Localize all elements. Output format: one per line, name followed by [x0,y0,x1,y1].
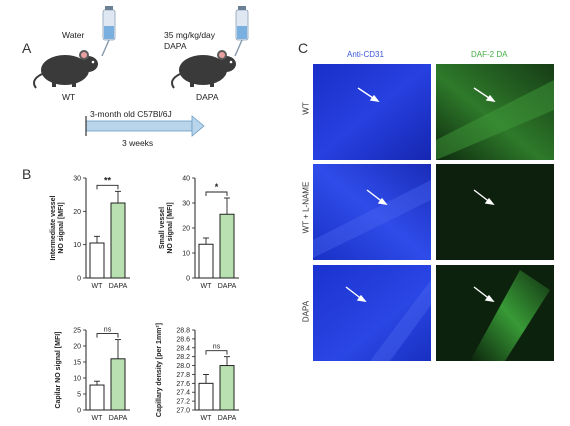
duration-label: 3 weeks [122,138,154,148]
y-tick-label: 28.2 [176,354,190,361]
x-tick-label: DAPA [218,283,237,290]
significance-bracket [205,191,228,196]
panel-c-letter: C [298,40,309,56]
y-tick-label: 15 [73,360,81,367]
y-axis-label: Small vessel [159,207,166,249]
arrow-icon [345,87,496,302]
y-tick-label: 0 [77,408,81,415]
y-tick-label: 5 [77,392,81,399]
y-tick-label: 40 [182,176,190,183]
y-tick-label: 0 [186,276,190,283]
y-axis-label: Capilar NO signal [MFI] [55,331,62,408]
x-tick-label: WT [201,283,213,290]
y-tick-label: 27.8 [176,372,190,379]
panel-b-letter: B [22,166,32,182]
x-tick-label: WT [201,415,213,422]
y-tick-label: 20 [73,209,81,216]
mouse-strain-label: 3-month old C57Bl/6J [90,109,172,119]
y-tick-label: 28.6 [176,336,190,343]
significance-bracket [205,350,228,355]
dose-label: 35 mg/kg/day [164,30,216,40]
experiment-schematic [33,6,249,137]
y-tick-label: 20 [73,344,81,351]
micrograph-wt-cd31 [313,64,431,160]
x-tick-label: DAPA [218,415,237,422]
significance-label: * [215,182,219,192]
y-axis-label: NO signal [MFI] [58,202,65,253]
y-tick-label: 0 [77,276,81,283]
x-tick-label: DAPA [109,283,128,290]
wt-group-label: WT [62,92,76,102]
dapa-bottle-icon [234,6,249,57]
y-tick-label: 25 [73,328,81,335]
y-tick-label: 10 [73,242,81,249]
water-bottle-icon [101,6,116,57]
y-tick-label: 30 [73,176,81,183]
micrograph-lname-cd31 [313,164,431,260]
significance-label: ns [104,327,112,334]
y-axis-label: NO signal [MFI] [167,202,174,253]
y-tick-label: 28.4 [176,345,190,352]
dapa-group-label: DAPA [196,92,219,102]
micrograph-dapa-cd31 [313,265,431,361]
timeline-arrow [85,115,205,137]
col-header-daf2: DAF-2 DA [471,50,508,59]
y-tick-label: 30 [182,201,190,208]
y-tick-label: 27.0 [176,408,190,415]
y-tick-label: 28.8 [176,328,190,335]
x-tick-label: WT [92,415,104,422]
y-tick-label: 10 [182,251,190,258]
x-tick-label: WT [92,283,104,290]
significance-bracket [96,333,119,338]
significance-label: ** [104,175,112,185]
significance-label: ns [213,344,221,351]
y-tick-label: 10 [73,376,81,383]
dapa-treatment-label: DAPA [164,41,187,51]
y-tick-label: 27.6 [176,381,190,388]
panel-a-letter: A [22,40,32,56]
y-axis-label: Capillary density [per 1mm²] [156,323,163,417]
mouse-icon-wt [33,50,98,89]
y-tick-label: 27.2 [176,399,190,406]
y-tick-label: 28.0 [176,363,190,370]
water-label: Water [62,30,85,40]
y-tick-label: 27.4 [176,390,190,397]
y-axis-label: Intermediate vessel [50,195,57,260]
x-tick-label: DAPA [109,415,128,422]
y-tick-label: 20 [182,226,190,233]
micrograph-lname-daf2 [436,164,554,260]
significance-bracket [96,184,119,190]
col-header-cd31: Anti-CD31 [347,50,384,59]
mouse-icon-dapa [171,50,236,89]
